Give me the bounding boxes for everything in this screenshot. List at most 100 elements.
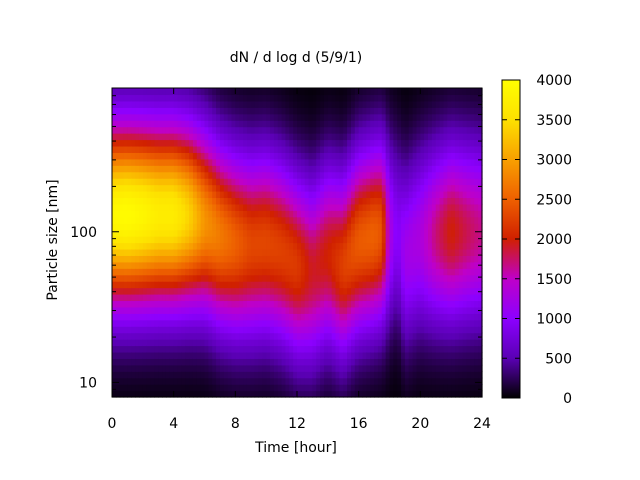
heatmap-cell: [354, 306, 360, 314]
heatmap-cell: [212, 171, 217, 179]
heatmap-cell: [358, 390, 364, 398]
heatmap-cell: [458, 339, 464, 347]
heatmap-cell: [169, 229, 175, 237]
heatmap-cell: [146, 191, 152, 199]
heatmap-cell: [439, 158, 445, 166]
heatmap-cell: [308, 332, 314, 340]
heatmap-cell: [281, 191, 287, 199]
heatmap-cell: [131, 178, 136, 186]
heatmap-cell: [219, 300, 225, 308]
heatmap-cell: [397, 236, 402, 244]
heatmap-cell: [458, 236, 464, 244]
heatmap-cell: [173, 113, 179, 121]
heatmap-cell: [142, 203, 148, 211]
heatmap-cell: [223, 248, 229, 256]
heatmap-cell: [323, 377, 329, 385]
heatmap-cell: [204, 261, 209, 269]
heatmap-cell: [262, 145, 267, 153]
heatmap-cell: [196, 384, 202, 392]
heatmap-cell: [235, 274, 240, 282]
heatmap-cell: [327, 100, 333, 108]
heatmap-cell: [335, 242, 340, 250]
heatmap-cell: [404, 120, 410, 128]
heatmap-cell: [165, 345, 171, 353]
heatmap-cell: [277, 184, 283, 192]
heatmap-cell: [138, 364, 144, 372]
heatmap-cell: [339, 268, 344, 276]
heatmap-cell: [142, 377, 148, 385]
heatmap-cell: [408, 139, 414, 147]
heatmap-cell: [404, 294, 410, 302]
heatmap-cell: [370, 351, 375, 359]
heatmap-cell: [331, 178, 337, 186]
heatmap-cell: [192, 197, 198, 205]
heatmap-cell: [177, 203, 182, 211]
heatmap-cell: [420, 306, 425, 314]
heatmap-cell: [420, 319, 425, 327]
heatmap-cell: [138, 339, 144, 347]
heatmap-cell: [431, 216, 437, 224]
heatmap-cell: [123, 139, 129, 147]
heatmap-cell: [462, 384, 468, 392]
heatmap-cell: [258, 274, 263, 282]
heatmap-cell: [408, 332, 414, 340]
heatmap-cell: [354, 120, 360, 128]
heatmap-cell: [358, 165, 364, 173]
heatmap-cell: [162, 319, 167, 327]
heatmap-cell: [478, 294, 483, 302]
heatmap-cell: [123, 171, 129, 179]
heatmap-cell: [308, 94, 314, 102]
heatmap-cell: [212, 294, 217, 302]
heatmap-cell: [181, 165, 186, 173]
heatmap-cell: [162, 306, 167, 314]
heatmap-cell: [273, 319, 279, 327]
heatmap-cell: [204, 158, 209, 166]
heatmap-cell: [458, 229, 464, 237]
heatmap-cell: [135, 94, 140, 102]
heatmap-cell: [370, 371, 375, 379]
heatmap-cell: [204, 332, 209, 340]
heatmap-cell: [354, 261, 360, 269]
heatmap-cell: [470, 100, 475, 108]
heatmap-cell: [219, 94, 225, 102]
heatmap-cell: [266, 248, 271, 256]
heatmap-cell: [439, 178, 445, 186]
heatmap-cell: [154, 326, 159, 334]
heatmap-cell: [181, 223, 186, 231]
heatmap-cell: [331, 364, 337, 372]
heatmap-cell: [470, 88, 475, 96]
heatmap-cell: [112, 184, 117, 192]
heatmap-cell: [470, 364, 475, 372]
heatmap-cell: [389, 377, 394, 385]
heatmap-cell: [189, 274, 194, 282]
heatmap-cell: [277, 236, 283, 244]
heatmap-cell: [385, 133, 391, 141]
heatmap-cell: [412, 339, 418, 347]
heatmap-cell: [339, 351, 344, 359]
heatmap-cell: [458, 364, 464, 372]
heatmap-cell: [374, 210, 379, 218]
heatmap-cell: [447, 126, 452, 134]
heatmap-cell: [462, 178, 468, 186]
heatmap-cell: [343, 133, 348, 141]
heatmap-cell: [216, 100, 221, 108]
heatmap-cell: [277, 165, 283, 173]
heatmap-cell: [312, 242, 317, 250]
heatmap-cell: [462, 216, 468, 224]
heatmap-cell: [192, 281, 198, 289]
heatmap-cell: [158, 306, 163, 314]
heatmap-cell: [138, 281, 144, 289]
heatmap-cell: [273, 229, 279, 237]
heatmap-cell: [273, 242, 279, 250]
heatmap-cell: [119, 248, 125, 256]
heatmap-cell: [227, 319, 233, 327]
heatmap-cell: [443, 364, 448, 372]
heatmap-cell: [381, 319, 387, 327]
heatmap-cell: [223, 236, 229, 244]
heatmap-cell: [173, 268, 179, 276]
heatmap-cell: [273, 210, 279, 218]
heatmap-cell: [119, 326, 125, 334]
heatmap-cell: [458, 158, 464, 166]
heatmap-cell: [266, 332, 271, 340]
heatmap-cell: [281, 371, 287, 379]
